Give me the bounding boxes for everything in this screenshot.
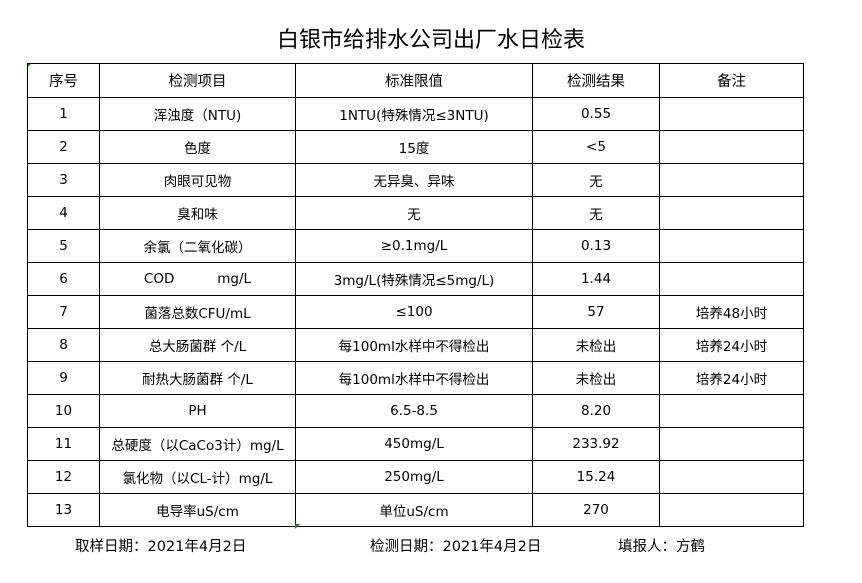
remark <box>659 262 804 296</box>
standard-limit: 250mg/L <box>295 460 533 494</box>
table-row: 9 耐热大肠菌群 个/L 每100ml水样中不得检出 未检出 培养24小时 <box>27 361 804 395</box>
test-item: 余氯（二氧化碳） <box>99 229 296 263</box>
remark <box>659 427 804 461</box>
row-number: 7 <box>27 295 100 329</box>
reporter: 填报人：方鹤 <box>618 539 705 555</box>
test-result: 未检出 <box>532 328 660 362</box>
standard-limit: 6.5-8.5 <box>295 394 533 428</box>
standard-limit: 无 <box>295 196 533 230</box>
standard-limit: 1NTU(特殊情况≤3NTU) <box>295 97 533 131</box>
test-item: 总大肠菌群 个/L <box>99 328 296 362</box>
header-cell: 序号 <box>27 63 100 98</box>
test-item: 总硬度（以CaCo3计）mg/L <box>99 427 296 461</box>
header-cell: 检测项目 <box>99 63 296 98</box>
table-row: 2 色度 15度 <5 <box>27 130 804 164</box>
remark: 培养24小时 <box>659 328 804 362</box>
test-result: 8.20 <box>532 394 660 428</box>
row-number: 10 <box>27 394 100 428</box>
standard-limit: ≤100 <box>295 295 533 329</box>
page-title: 白银市给排水公司出厂水日检表 <box>276 28 585 53</box>
row-number: 2 <box>27 130 100 164</box>
standard-limit: 单位uS/cm <box>295 493 533 527</box>
table-row: 6 COD mg/L 3mg/L(特殊情况≤5mg/L) 1.44 <box>27 262 804 296</box>
test-date: 检测日期：2021年4月2日 <box>370 539 542 555</box>
test-result: <5 <box>532 130 660 164</box>
row-number: 3 <box>27 163 100 197</box>
standard-limit: 450mg/L <box>295 427 533 461</box>
test-item: PH <box>99 394 296 428</box>
remark <box>659 394 804 428</box>
table-row: 8 总大肠菌群 个/L 每100ml水样中不得检出 未检出 培养24小时 <box>27 328 804 362</box>
standard-limit: 无异臭、异味 <box>295 163 533 197</box>
table-row: 13 电导率uS/cm 单位uS/cm 270 <box>27 493 804 527</box>
test-item: 菌落总数CFU/mL <box>99 295 296 329</box>
standard-limit: 每100ml水样中不得检出 <box>295 361 533 395</box>
test-result: 233.92 <box>532 427 660 461</box>
row-number: 13 <box>27 493 100 527</box>
test-item: 浑浊度（NTU) <box>99 97 296 131</box>
header-cell: 备注 <box>659 63 804 98</box>
test-item: 耐热大肠菌群 个/L <box>99 361 296 395</box>
standard-limit: 每100ml水样中不得检出 <box>295 328 533 362</box>
test-item: COD mg/L <box>99 262 296 296</box>
test-item: 色度 <box>99 130 296 164</box>
test-result: 0.13 <box>532 229 660 263</box>
remark <box>659 130 804 164</box>
standard-limit: 15度 <box>295 130 533 164</box>
test-item: 氯化物（以CL-计）mg/L <box>99 460 296 494</box>
remark <box>659 196 804 230</box>
remark <box>659 97 804 131</box>
table-row: 12 氯化物（以CL-计）mg/L 250mg/L 15.24 <box>27 460 804 494</box>
row-number: 6 <box>27 262 100 296</box>
remark <box>659 460 804 494</box>
row-number: 5 <box>27 229 100 263</box>
remark: 培养48小时 <box>659 295 804 329</box>
remark <box>659 163 804 197</box>
standard-limit: 3mg/L(特殊情况≤5mg/L) <box>295 262 533 296</box>
header-cell: 标准限值 <box>295 63 533 98</box>
test-item: 臭和味 <box>99 196 296 230</box>
table-row: 1 浑浊度（NTU) 1NTU(特殊情况≤3NTU) 0.55 <box>27 97 804 131</box>
header-row: 序号 检测项目 标准限值 检测结果 备注 <box>27 63 804 98</box>
test-result: 1.44 <box>532 262 660 296</box>
test-result: 无 <box>532 196 660 230</box>
inspection-table: 序号 检测项目 标准限值 检测结果 备注 1 浑浊度（NTU) 1NTU(特殊情况≤… <box>27 63 804 527</box>
table-row: 11 总硬度（以CaCo3计）mg/L 450mg/L 233.92 <box>27 427 804 461</box>
test-result: 未检出 <box>532 361 660 395</box>
test-item: 肉眼可见物 <box>99 163 296 197</box>
test-result: 15.24 <box>532 460 660 494</box>
header-cell: 检测结果 <box>532 63 660 98</box>
remark: 培养24小时 <box>659 361 804 395</box>
row-number: 9 <box>27 361 100 395</box>
row-number: 1 <box>27 97 100 131</box>
remark <box>659 229 804 263</box>
test-result: 270 <box>532 493 660 527</box>
table-row: 5 余氯（二氧化碳） ≥0.1mg/L 0.13 <box>27 229 804 263</box>
row-number: 8 <box>27 328 100 362</box>
row-number: 12 <box>27 460 100 494</box>
standard-limit: ≥0.1mg/L <box>295 229 533 263</box>
table-row: 7 菌落总数CFU/mL ≤100 57 培养48小时 <box>27 295 804 329</box>
test-result: 57 <box>532 295 660 329</box>
table-row: 3 肉眼可见物 无异臭、异味无 <box>27 163 804 197</box>
test-item: 电导率uS/cm <box>99 493 296 527</box>
test-result: 无 <box>532 163 660 197</box>
test-result: 0.55 <box>532 97 660 131</box>
table-row: 4 臭和味无无 <box>27 196 804 230</box>
row-number: 4 <box>27 196 100 230</box>
table-row: 10 PH 6.5-8.5 8.20 <box>27 394 804 428</box>
remark <box>659 493 804 527</box>
sample-date: 取样日期：2021年4月2日 <box>75 539 247 555</box>
row-number: 11 <box>27 427 100 461</box>
cell-marker <box>295 524 300 529</box>
